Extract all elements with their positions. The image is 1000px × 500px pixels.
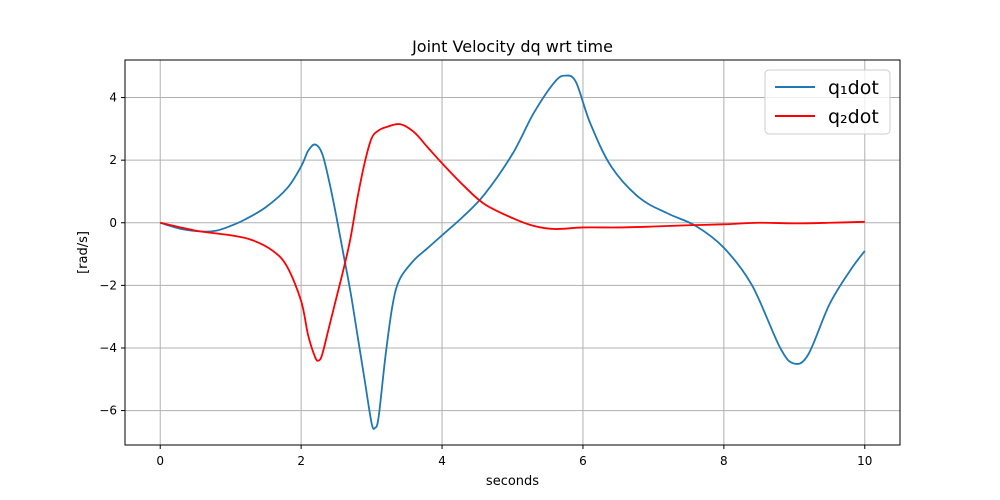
x-tick-label: 0 — [156, 454, 164, 468]
y-tick-label: 2 — [109, 153, 117, 167]
x-axis-label: seconds — [486, 474, 539, 489]
y-tick-label: −2 — [99, 278, 117, 292]
x-tick-label: 2 — [297, 454, 305, 468]
y-axis-label: [rad/s] — [76, 231, 91, 274]
x-tick-label: 6 — [579, 454, 587, 468]
chart-title: Joint Velocity dq wrt time — [411, 37, 613, 56]
x-tick-label: 8 — [720, 454, 728, 468]
plot-frame — [124, 59, 901, 446]
y-tick-label: 4 — [109, 91, 117, 105]
legend-label: q₂dot — [828, 106, 879, 128]
legend-label: q₁dot — [828, 77, 879, 99]
legend: q₁dot q₂dot — [764, 69, 891, 135]
x-tick-label: 10 — [857, 454, 872, 468]
y-tick-label: −6 — [99, 404, 117, 418]
x-tick-label: 4 — [438, 454, 446, 468]
ticks: 0 2 4 6 8 10 −6 −4 −2 0 2 4 — [99, 91, 872, 468]
y-tick-label: −4 — [99, 341, 117, 355]
y-tick-label: 0 — [109, 216, 117, 230]
series-line-1 — [159, 74, 866, 430]
series-layer — [159, 74, 866, 430]
series-line-2 — [160, 123, 865, 362]
